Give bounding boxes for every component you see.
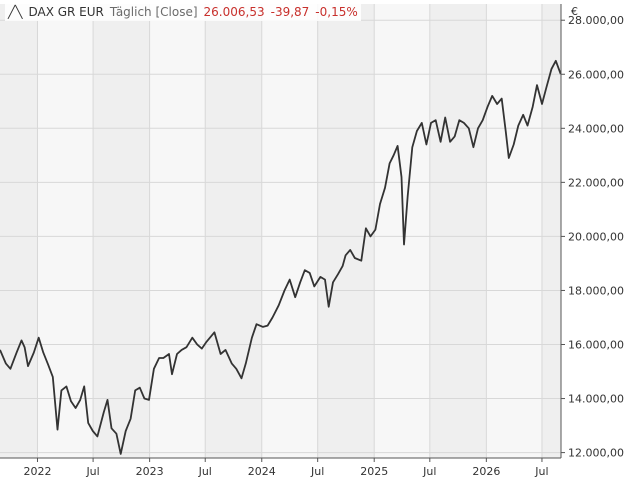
- y-tick-label: 24.000,00: [568, 122, 624, 135]
- chart-legend[interactable]: ╱╲ DAX GR EUR Täglich [Close] 26.006,53 …: [5, 3, 361, 21]
- x-tick-label: Jul: [85, 465, 99, 478]
- last-price: 26.006,53: [203, 5, 265, 19]
- x-tick-label: Jul: [422, 465, 436, 478]
- y-tick-label: 28.000,00: [568, 14, 624, 27]
- background-band: [149, 4, 206, 458]
- x-tick-label: 2025: [360, 465, 388, 478]
- series-line-dax: [0, 59, 562, 455]
- y-tick-label: 20.000,00: [568, 230, 624, 243]
- y-tick-label: 12.000,00: [568, 447, 624, 460]
- x-tick-label: 2023: [136, 465, 164, 478]
- price-change-pct: -0,15%: [315, 5, 358, 19]
- y-tick-label: 18.000,00: [568, 284, 624, 297]
- background-band: [486, 4, 542, 458]
- grid-lines: [0, 4, 561, 458]
- x-axis-ticks: 2022 Jul 2023 Jul 2024 Jul 2025 Jul 2026 Jul: [23, 458, 549, 478]
- price-change: -39,87: [270, 5, 310, 19]
- background-bands: [0, 4, 561, 458]
- x-tick-label: 2024: [248, 465, 276, 478]
- x-tick-label: 2026: [472, 465, 500, 478]
- instrument-name: DAX GR EUR: [28, 5, 104, 19]
- background-band: [93, 4, 150, 458]
- x-tick-label: Jul: [198, 465, 212, 478]
- interval-mode[interactable]: Täglich [Close]: [109, 5, 198, 19]
- x-tick-label: 2022: [23, 465, 51, 478]
- background-band: [374, 4, 430, 458]
- y-tick-label: 26.000,00: [568, 68, 624, 81]
- background-band: [261, 4, 318, 458]
- y-tick-label: 14.000,00: [568, 393, 624, 406]
- y-tick-label: 16.000,00: [568, 339, 624, 352]
- x-tick-label: Jul: [534, 465, 548, 478]
- background-band: [205, 4, 262, 458]
- y-axis-ticks: 12.000,00 14.000,00 16.000,00 18.000,00 20.0…: [561, 14, 624, 460]
- x-tick-label: Jul: [310, 465, 324, 478]
- y-axis-unit: €: [571, 5, 578, 18]
- background-band: [429, 4, 487, 458]
- y-tick-label: 22.000,00: [568, 176, 624, 189]
- background-band: [0, 4, 38, 458]
- line-chart-icon: ╱╲: [8, 5, 23, 19]
- background-band: [37, 4, 94, 458]
